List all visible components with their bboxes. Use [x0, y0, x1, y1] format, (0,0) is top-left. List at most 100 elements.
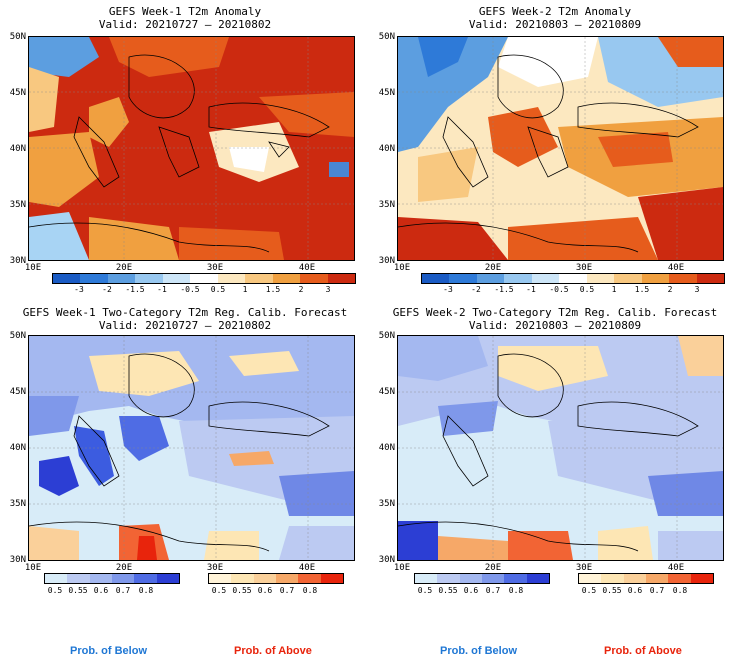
lon-label: 30E [206, 263, 224, 273]
colorbar-label: 0.7 [279, 586, 295, 595]
lat-label: 30N [9, 555, 26, 565]
lon-label: 40E [667, 563, 685, 573]
colorbar-label: 0.8 [138, 586, 154, 595]
footer-prob-below-right: Prob. of Below [440, 645, 517, 657]
colorbar-label: 0.6 [463, 586, 479, 595]
colorbar-label: 0.6 [257, 586, 273, 595]
lat-label: 40N [378, 443, 395, 453]
panel-week2-probability: GEFS Week-2 Two-Category T2m Reg. Calib.… [370, 300, 740, 600]
colorbar-label: 0.55 [438, 586, 458, 595]
lat-label: 35N [378, 200, 395, 210]
panel-valid-dates: Valid: 20210803 – 20210809 [468, 319, 642, 332]
colorbar-label: 0.5 [581, 586, 597, 595]
colorbar-label: 0.5 [579, 285, 595, 294]
lat-label: 35N [378, 499, 395, 509]
panel-title: GEFS Week-2 T2m Anomaly [478, 5, 632, 18]
colorbar-label: -1.5 [125, 285, 145, 294]
panel-week2-anomaly: GEFS Week-2 T2m Anomaly Valid: 20210803 … [370, 0, 740, 294]
lat-label: 50N [378, 32, 395, 42]
above-colorbar [208, 573, 344, 584]
colorbar-label: 3 [325, 285, 331, 294]
lat-label: 35N [9, 499, 26, 509]
panel-title: GEFS Week-1 Two-Category T2m Reg. Calib.… [22, 306, 348, 319]
lon-label: 30E [206, 563, 224, 573]
lon-label: 30E [575, 563, 593, 573]
footer-prob-below-left: Prob. of Below [70, 645, 147, 657]
panel-title: GEFS Week-1 T2m Anomaly [108, 5, 262, 18]
footer-prob-above-right: Prob. of Above [604, 645, 682, 657]
colorbar-label: 0.7 [115, 586, 131, 595]
anomaly-map [28, 36, 355, 261]
lat-label: 40N [9, 443, 26, 453]
lon-label: 20E [115, 263, 133, 273]
lon-label: 30E [575, 263, 593, 273]
lat-label: 30N [378, 555, 395, 565]
anomaly-colorbar [421, 273, 725, 284]
panel-valid-dates: Valid: 20210727 – 20210802 [98, 319, 272, 332]
colorbar-label: -1 [157, 285, 167, 294]
lon-label: 20E [484, 263, 502, 273]
colorbar-label: 0.7 [485, 586, 501, 595]
lon-label: 10E [24, 263, 42, 273]
colorbar-label: 0.7 [649, 586, 665, 595]
anomaly-colorbar [52, 273, 356, 284]
colorbar-label: 1.5 [634, 285, 650, 294]
lon-label: 40E [298, 563, 316, 573]
lat-label: 45N [378, 88, 395, 98]
panel-week1-anomaly: GEFS Week-1 T2m Anomaly Valid: 20210727 … [0, 0, 370, 294]
lat-label: 45N [9, 387, 26, 397]
colorbar-label: 1 [242, 285, 248, 294]
lon-label: 10E [24, 563, 42, 573]
panel-valid-dates: Valid: 20210803 – 20210809 [468, 18, 642, 31]
lat-label: 35N [9, 200, 26, 210]
colorbar-label: 0.8 [672, 586, 688, 595]
footer-prob-above-left: Prob. of Above [234, 645, 312, 657]
lat-label: 30N [9, 256, 26, 266]
colorbar-label: 0.5 [417, 586, 433, 595]
lat-label: 50N [9, 32, 26, 42]
colorbar-label: 1.5 [265, 285, 281, 294]
lat-label: 40N [378, 144, 395, 154]
colorbar-label: 2 [298, 285, 304, 294]
below-colorbar [44, 573, 180, 584]
panel-title: GEFS Week-2 Two-Category T2m Reg. Calib.… [392, 306, 718, 319]
probability-map [28, 335, 355, 561]
colorbar-label: 0.8 [508, 586, 524, 595]
colorbar-label: -1 [526, 285, 536, 294]
lon-label: 40E [667, 263, 685, 273]
lat-label: 50N [378, 331, 395, 341]
colorbar-label: 0.55 [68, 586, 88, 595]
lat-label: 50N [9, 331, 26, 341]
lat-label: 45N [378, 387, 395, 397]
colorbar-label: -0.5 [180, 285, 200, 294]
colorbar-label: -2 [102, 285, 112, 294]
lon-label: 10E [393, 563, 411, 573]
panel-week1-probability: GEFS Week-1 Two-Category T2m Reg. Calib.… [0, 300, 370, 600]
colorbar-label: 3 [694, 285, 700, 294]
colorbar-label: 0.55 [602, 586, 622, 595]
lat-label: 30N [378, 256, 395, 266]
below-colorbar [414, 573, 550, 584]
colorbar-label: -2 [471, 285, 481, 294]
colorbar-label: 0.5 [210, 285, 226, 294]
colorbar-label: -3 [443, 285, 453, 294]
lon-label: 10E [393, 263, 411, 273]
lon-label: 20E [115, 563, 133, 573]
lon-label: 20E [484, 563, 502, 573]
colorbar-label: 1 [611, 285, 617, 294]
colorbar-label: 0.55 [232, 586, 252, 595]
colorbar-label: 0.5 [47, 586, 63, 595]
colorbar-label: -1.5 [494, 285, 514, 294]
colorbar-label: 2 [667, 285, 673, 294]
colorbar-label: 0.8 [302, 586, 318, 595]
colorbar-label: 0.6 [627, 586, 643, 595]
anomaly-map [397, 36, 724, 261]
lat-label: 40N [9, 144, 26, 154]
panel-valid-dates: Valid: 20210727 – 20210802 [98, 18, 272, 31]
lat-label: 45N [9, 88, 26, 98]
probability-map [397, 335, 724, 561]
colorbar-label: -0.5 [549, 285, 569, 294]
lon-label: 40E [298, 263, 316, 273]
colorbar-label: 0.6 [93, 586, 109, 595]
colorbar-label: -3 [74, 285, 84, 294]
